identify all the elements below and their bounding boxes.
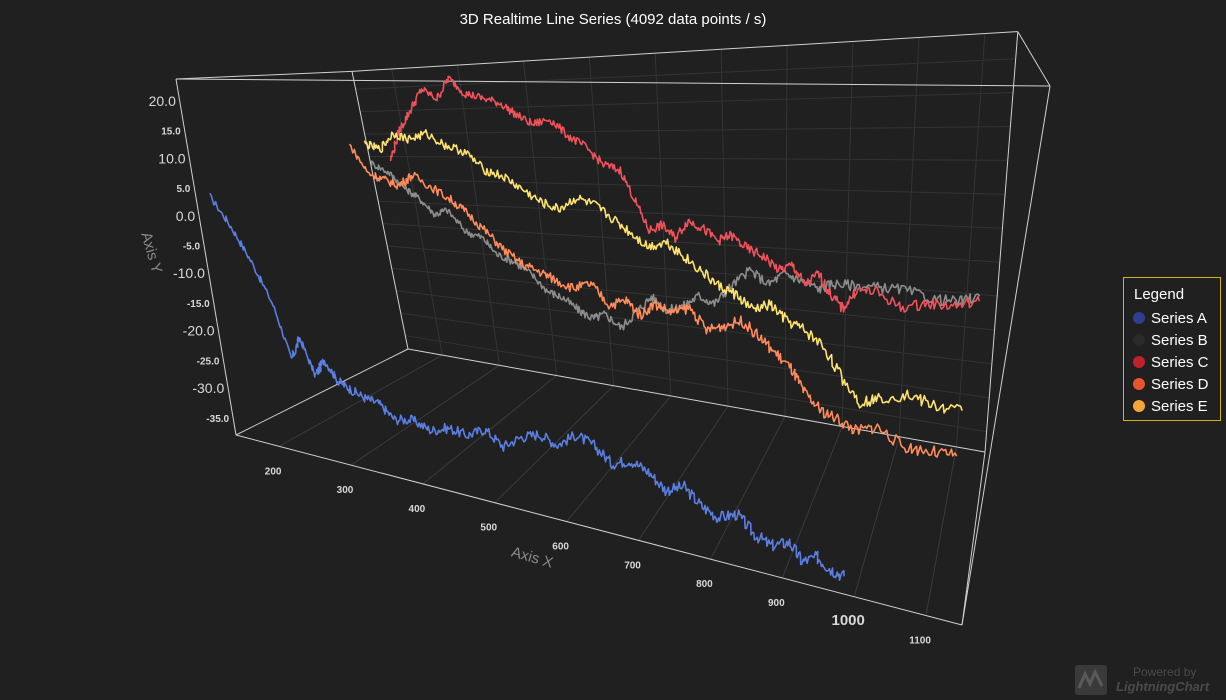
- axis-box-edge: [235, 348, 409, 436]
- backwall-gridline: [588, 57, 615, 386]
- floor-gridline: [278, 354, 443, 447]
- floor-gridline: [566, 395, 672, 522]
- floor-gridline: [638, 405, 729, 541]
- legend-label: Series D: [1151, 375, 1209, 393]
- x-tick-label: 200: [265, 466, 282, 477]
- floor-gridline: [781, 426, 843, 579]
- x-tick-label: 900: [768, 598, 785, 609]
- backwall-gridline: [373, 178, 1006, 195]
- series-c-line: [389, 75, 981, 313]
- series-b-marker: [1133, 334, 1145, 346]
- legend-title: Legend: [1134, 286, 1185, 303]
- x-axis-title: Axis X: [509, 544, 555, 572]
- legend-item-series-e[interactable]: Series E: [1133, 396, 1208, 416]
- axis-box-edge: [1017, 31, 1051, 87]
- backwall-gridline: [382, 223, 1000, 263]
- y-tick-label: -35.0: [206, 414, 229, 425]
- backwall-gridline: [456, 64, 500, 366]
- y-tick-label: -20.0: [183, 323, 215, 339]
- legend-item-series-a[interactable]: Series A: [1133, 308, 1207, 328]
- axis-box-edge: [175, 78, 237, 436]
- backwall-gridline: [841, 41, 854, 427]
- lightningchart-logo-icon: [1075, 665, 1107, 695]
- axis-frame: [175, 31, 1051, 626]
- watermark-powered: Powered by: [1133, 665, 1197, 679]
- axis-box-edge: [351, 31, 1018, 72]
- legend-label: Series B: [1151, 331, 1208, 349]
- backwall-gridline: [522, 61, 558, 376]
- y-tick-label: -30.0: [192, 380, 224, 396]
- legend-item-series-d[interactable]: Series D: [1133, 374, 1209, 394]
- y-tick-label: 5.0: [176, 184, 190, 195]
- y-tick-label: -25.0: [197, 356, 220, 367]
- axis-box-edge: [351, 71, 409, 350]
- floor-gridline: [925, 446, 957, 616]
- y-tick-label: 0.0: [176, 208, 196, 224]
- axis-box-edge: [961, 451, 986, 626]
- backwall-gridline: [391, 68, 443, 356]
- series-a-marker: [1133, 312, 1145, 324]
- legend-label: Series E: [1151, 397, 1208, 415]
- legend-item-series-c[interactable]: Series C: [1133, 352, 1209, 372]
- y-tick-label: -15.0: [187, 299, 210, 310]
- axis-box-edge: [407, 348, 986, 453]
- series-d-line: [348, 143, 958, 458]
- watermark-brand: LightningChart: [1116, 679, 1210, 694]
- floor-gridline: [422, 375, 557, 485]
- floor-gridline: [853, 436, 900, 597]
- y-tick-label: 20.0: [149, 93, 176, 109]
- y-tick-label: 10.0: [158, 150, 185, 166]
- x-tick-label: 300: [337, 485, 354, 496]
- y-axis-title: Axis Y: [137, 230, 165, 275]
- series-e-marker: [1133, 400, 1145, 412]
- series-a-line: [209, 192, 845, 582]
- backwall-gridline: [396, 290, 992, 365]
- y-tick-label: -10.0: [173, 265, 205, 281]
- backwall-gridline: [784, 45, 788, 417]
- axis-box-edge: [175, 70, 353, 80]
- floor-gridline: [350, 364, 500, 466]
- backwall-gridline: [400, 312, 990, 399]
- backwall-gridline: [955, 33, 986, 447]
- x-tick-label: 800: [696, 579, 713, 590]
- backwall-gridline: [364, 126, 1011, 135]
- legend-item-series-b[interactable]: Series B: [1133, 330, 1208, 350]
- axis-box-edge: [235, 434, 963, 626]
- backwall-gridline: [355, 58, 1016, 90]
- lightningchart-watermark[interactable]: Powered by LightningChart: [1072, 662, 1222, 698]
- chart-title: 3D Realtime Line Series (4092 data point…: [459, 11, 767, 28]
- y-tick-label: -5.0: [183, 242, 201, 253]
- axis-box-edge: [175, 78, 1051, 87]
- x-tick-label: 500: [480, 523, 497, 534]
- x-tick-label: 600: [552, 542, 569, 553]
- backwall-gridline: [720, 49, 729, 407]
- y-tick-label: 15.0: [161, 127, 181, 138]
- axis-box-edge: [961, 85, 1051, 626]
- legend-label: Series A: [1151, 309, 1207, 327]
- backwall-gridline: [360, 92, 1014, 113]
- axis-box-edge: [984, 31, 1019, 453]
- x-tick-label: 1100: [909, 636, 931, 647]
- series-e-line: [363, 129, 963, 414]
- series-c-marker: [1133, 356, 1145, 368]
- x-tick-label: 1000: [831, 612, 864, 629]
- legend-box: Legend Series A Series B Series C Series…: [1123, 277, 1221, 421]
- backwall-gridline: [898, 37, 920, 437]
- x-tick-label: 400: [409, 504, 426, 515]
- series-d-marker: [1133, 378, 1145, 390]
- backwall-gridline: [369, 155, 1008, 161]
- backwall-gridline: [405, 335, 987, 433]
- backwall-gridline: [378, 200, 1003, 229]
- x-tick-label: 700: [624, 560, 641, 571]
- floor-gridline: [709, 416, 786, 560]
- legend-label: Series C: [1151, 353, 1209, 371]
